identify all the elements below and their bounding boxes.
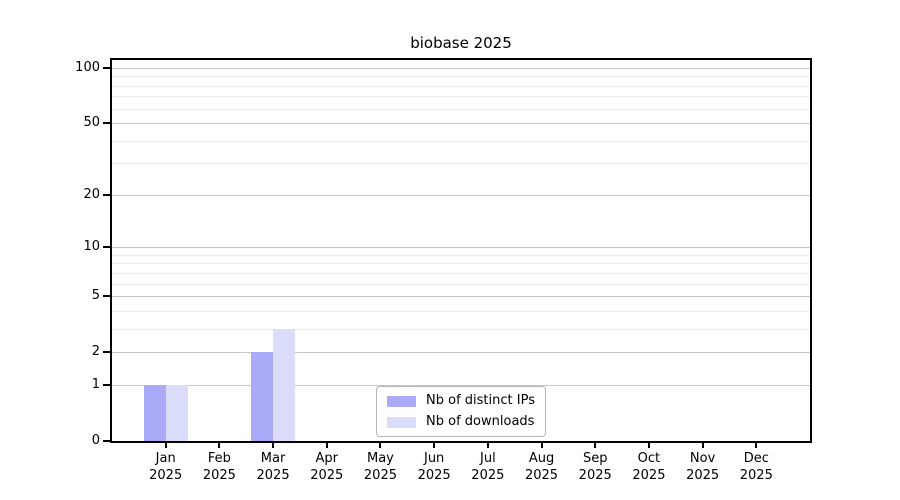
y-tick-0: [103, 440, 110, 442]
legend-label-distinct-ips: Nb of distinct IPs: [426, 393, 535, 408]
gridline-minor-7: [112, 272, 810, 274]
x-tick-jul: [486, 443, 489, 448]
x-tick-label-apr: Apr 2025: [310, 451, 344, 483]
legend-item-downloads: Nb of downloads: [387, 414, 535, 430]
gridline-minor-80: [112, 85, 810, 87]
y-tick-label-0: 0: [91, 433, 100, 448]
y-tick-label-20: 20: [83, 186, 100, 202]
gridline-major-2: [112, 352, 810, 354]
y-tick-label-1: 1: [91, 376, 100, 392]
x-tick-jun: [433, 443, 436, 448]
x-tick-label-oct: Oct 2025: [632, 451, 666, 483]
gridline-minor-6: [112, 283, 810, 285]
y-tick-label-5: 5: [91, 288, 100, 304]
legend: Nb of distinct IPs Nb of downloads: [376, 386, 546, 437]
y-axis: 0 1 2 5 10 20 50 100: [0, 60, 100, 448]
y-tick-label-50: 50: [83, 115, 100, 131]
x-tick-label-nov: Nov 2025: [686, 451, 720, 483]
x-tick-oct: [647, 443, 650, 448]
gridline-minor-30: [112, 163, 810, 165]
gridline-major-50: [112, 123, 810, 125]
gridline-minor-8: [112, 263, 810, 265]
y-tick-1: [103, 383, 110, 386]
plot-area: Nb of distinct IPs Nb of downloads: [112, 60, 810, 441]
x-tick-label-may: May 2025: [363, 451, 397, 483]
y-tick-50: [103, 122, 110, 125]
bar-downloads-jan: [165, 384, 188, 441]
chart-title: biobase 2025: [410, 34, 512, 52]
y-axis-ticks: [103, 60, 110, 442]
gridline-minor-4: [112, 310, 810, 312]
x-tick-label-dec: Dec 2025: [739, 451, 773, 483]
bar-downloads-mar: [273, 328, 296, 441]
plot-frame: [110, 58, 812, 443]
x-tick-may: [379, 443, 382, 448]
x-tick-nov: [701, 443, 704, 448]
gridline-major-5: [112, 296, 810, 298]
legend-item-distinct-ips: Nb of distinct IPs: [387, 393, 535, 409]
gridline-major-1: [112, 384, 810, 386]
x-tick-sep: [594, 443, 597, 448]
y-tick-10: [103, 246, 110, 249]
gridline-minor-40: [112, 140, 810, 142]
y-tick-5: [103, 295, 110, 298]
x-tick-aug: [540, 443, 543, 448]
x-tick-dec: [755, 443, 758, 448]
gridline-minor-9: [112, 254, 810, 256]
gridline-minor-3: [112, 328, 810, 330]
gridline-minor-70: [112, 96, 810, 98]
y-tick-20: [103, 193, 110, 196]
x-tick-label-jul: Jul 2025: [471, 451, 505, 483]
x-tick-jan: [164, 443, 167, 448]
legend-label-downloads: Nb of downloads: [426, 414, 535, 429]
bar-distinct-ips-jan: [143, 384, 166, 441]
x-tick-feb: [218, 443, 221, 448]
y-tick-2: [103, 351, 110, 354]
gridline-minor-60: [112, 108, 810, 110]
gridline-minor-90: [112, 76, 810, 78]
x-tick-label-mar: Mar 2025: [256, 451, 290, 483]
x-axis: Jan 2025 Feb 2025 Mar 2025 Apr 2025 May 2025…: [112, 443, 810, 493]
x-tick-label-jan: Jan 2025: [149, 451, 183, 483]
x-tick-label-feb: Feb 2025: [202, 451, 236, 483]
x-tick-label-jun: Jun 2025: [417, 451, 451, 483]
x-tick-mar: [272, 443, 275, 448]
legend-swatch-downloads: [387, 416, 417, 428]
y-tick-100: [103, 67, 110, 69]
x-tick-label-aug: Aug 2025: [524, 451, 559, 483]
gridline-major-20: [112, 194, 810, 196]
x-tick-label-sep: Sep 2025: [578, 451, 612, 483]
x-tick-apr: [325, 443, 328, 448]
y-tick-label-10: 10: [83, 239, 100, 255]
gridline-major-100: [112, 68, 810, 69]
legend-swatch-distinct-ips: [387, 395, 417, 407]
y-tick-label-2: 2: [91, 344, 100, 360]
y-tick-label-100: 100: [75, 60, 100, 75]
gridline-major-10: [112, 247, 810, 249]
bar-distinct-ips-mar: [251, 352, 274, 441]
